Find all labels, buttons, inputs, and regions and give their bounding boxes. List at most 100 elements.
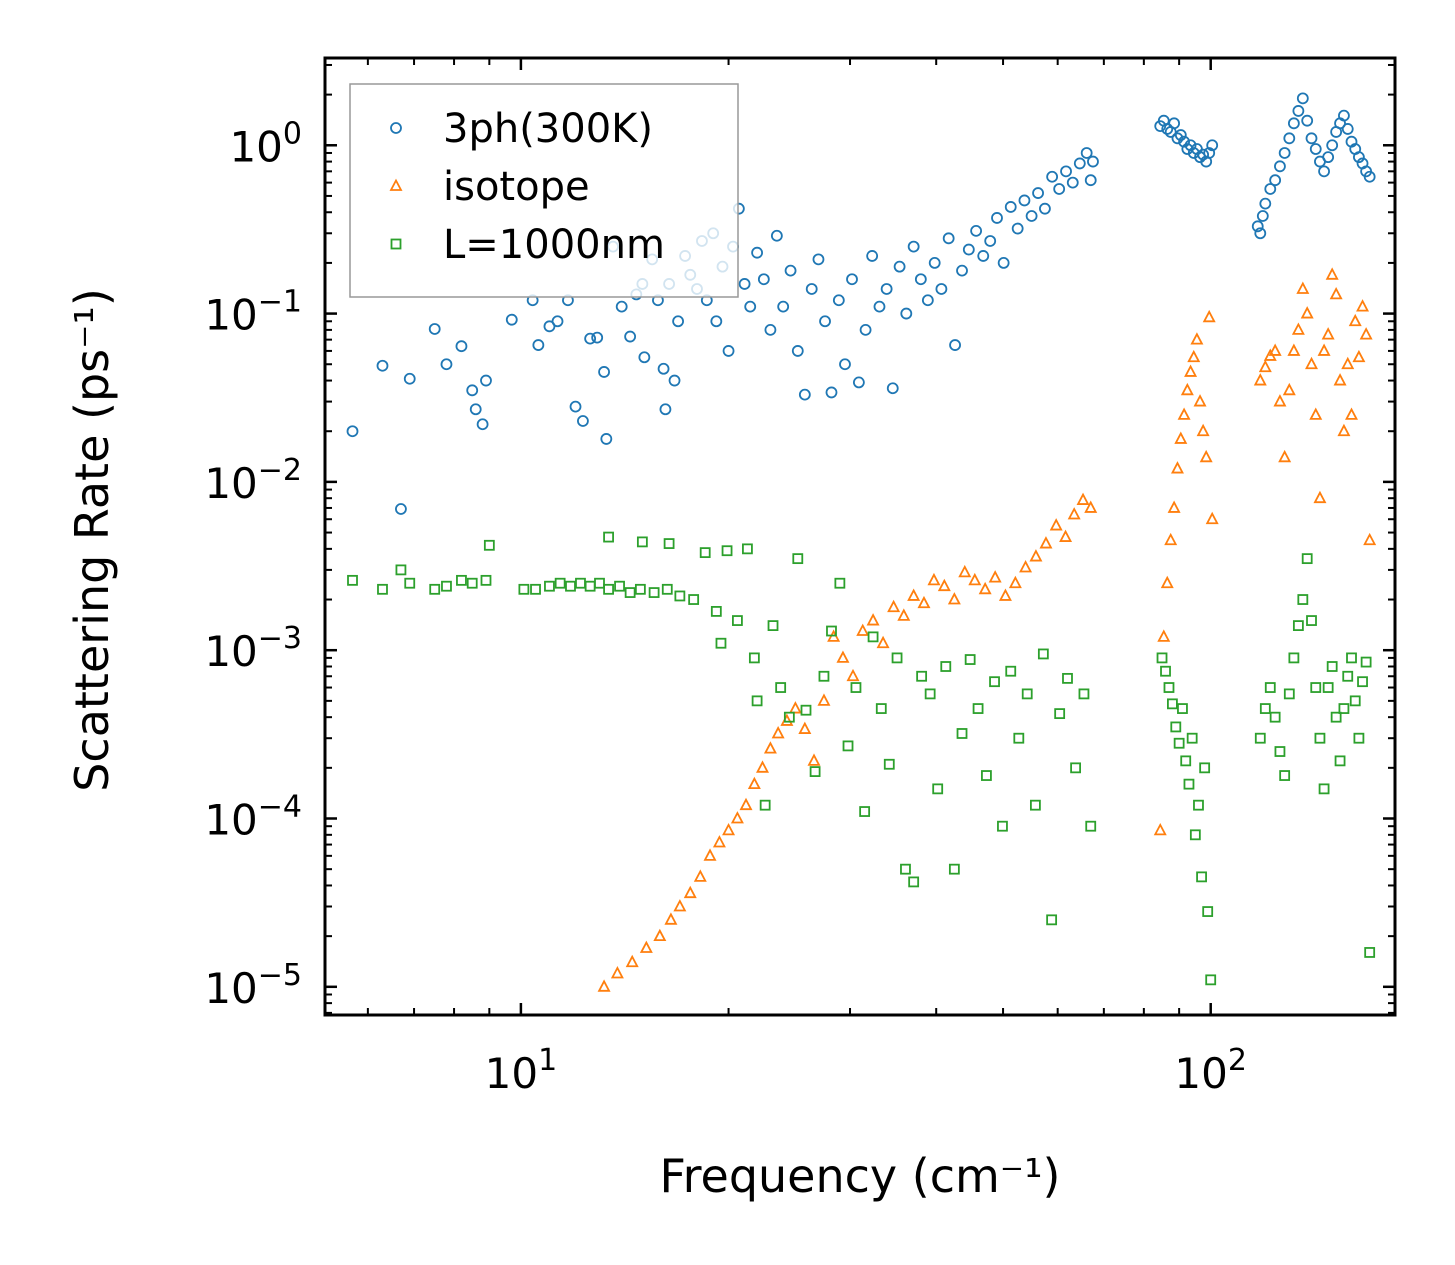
- circle-point: [1171, 132, 1184, 145]
- circle-point: [1206, 139, 1219, 152]
- circle-point: [1178, 135, 1190, 148]
- circle-point: [584, 332, 597, 345]
- square-point: [732, 615, 743, 626]
- square-point: [775, 682, 787, 693]
- triangle-point: [683, 885, 697, 899]
- circle-point: [770, 229, 783, 242]
- circle-point: [455, 340, 468, 353]
- series-0: [346, 92, 1376, 515]
- square-point: [940, 661, 952, 672]
- circle-point: [777, 300, 790, 313]
- triangle-point: [730, 811, 744, 824]
- circle-point: [738, 278, 751, 290]
- triangle-point: [1287, 343, 1301, 356]
- circle-point: [859, 323, 872, 336]
- triangle-point: [756, 760, 769, 773]
- square-point: [1326, 661, 1338, 672]
- square-point: [1013, 732, 1025, 744]
- square-point: [1334, 755, 1346, 767]
- circle-point: [1011, 222, 1024, 235]
- square-point: [751, 695, 763, 707]
- triangle-point: [1049, 518, 1063, 531]
- circle-point: [819, 315, 831, 328]
- triangle-point: [1352, 349, 1366, 363]
- circle-point: [935, 283, 948, 295]
- triangle-point: [1019, 560, 1033, 573]
- circle-point: [476, 418, 489, 431]
- square-point: [981, 770, 992, 781]
- square-point: [867, 631, 879, 643]
- circle-point: [1269, 174, 1282, 187]
- square-point: [575, 577, 586, 589]
- triangle-point: [1321, 327, 1335, 340]
- square-point: [972, 703, 984, 714]
- triangle-point: [1363, 532, 1377, 546]
- square-point: [456, 574, 467, 586]
- triangle-point: [703, 848, 717, 861]
- square-point: [648, 587, 660, 598]
- triangle-point: [1153, 822, 1167, 836]
- square-point: [989, 676, 1000, 688]
- circle-point: [569, 400, 582, 413]
- circle-point: [469, 403, 482, 416]
- square-point: [916, 670, 928, 682]
- triangle-point: [1157, 629, 1171, 642]
- square-point: [859, 806, 871, 817]
- circle-point: [949, 339, 961, 351]
- circle-point: [600, 433, 613, 445]
- circle-point: [805, 283, 818, 295]
- circle-point: [764, 323, 777, 336]
- square-point: [1342, 670, 1354, 682]
- triangle-point: [1333, 373, 1347, 386]
- square-point: [1163, 682, 1175, 693]
- triangle-point: [1170, 461, 1184, 474]
- triangle-point: [1356, 299, 1370, 312]
- triangle-point: [897, 608, 911, 621]
- square-point: [1254, 732, 1266, 744]
- triangle-point: [856, 623, 870, 636]
- circle-point: [1363, 170, 1376, 183]
- triangle-point: [1084, 500, 1098, 513]
- triangle-point: [846, 668, 860, 682]
- triangle-point: [1341, 356, 1355, 370]
- square-point: [530, 583, 541, 595]
- circle-point: [624, 330, 637, 343]
- square-point: [1037, 648, 1049, 660]
- circle-point: [1039, 202, 1051, 215]
- tick-labels: 101 102 100 10−1 10−2 10−3 10−4 10−5: [204, 116, 1247, 1098]
- circle-point: [532, 339, 545, 351]
- circle-point: [346, 425, 359, 438]
- square-point: [883, 758, 895, 770]
- triangle-point: [1059, 529, 1073, 542]
- circle-point: [846, 273, 858, 286]
- triangle-point: [1329, 286, 1343, 300]
- circle-point: [744, 300, 757, 313]
- circle-point: [577, 415, 589, 427]
- square-point: [1357, 676, 1368, 688]
- square-point: [699, 547, 711, 559]
- triangle-point: [771, 726, 785, 739]
- square-point: [721, 545, 733, 557]
- triangle-point: [917, 595, 931, 609]
- square-point: [891, 652, 903, 664]
- legend-label: L=1000nm: [443, 222, 665, 268]
- circle-point: [1084, 174, 1097, 187]
- circle-point: [991, 212, 1003, 224]
- circle-point: [1301, 114, 1314, 127]
- square-point: [1167, 698, 1178, 710]
- square-point: [614, 580, 625, 592]
- triangle-point: [876, 635, 890, 649]
- triangle-point: [1076, 492, 1090, 505]
- circle-point: [880, 283, 893, 295]
- triangle-point: [1039, 536, 1053, 549]
- triangle-point: [907, 588, 921, 601]
- circle-point: [791, 345, 804, 357]
- circle-point: [1259, 197, 1272, 210]
- triangle-point: [1184, 364, 1198, 377]
- circle-point: [977, 250, 990, 262]
- square-point: [875, 703, 887, 714]
- square-point: [1279, 770, 1291, 781]
- square-point: [900, 863, 911, 875]
- square-point: [1314, 732, 1326, 744]
- circle-point: [784, 264, 797, 277]
